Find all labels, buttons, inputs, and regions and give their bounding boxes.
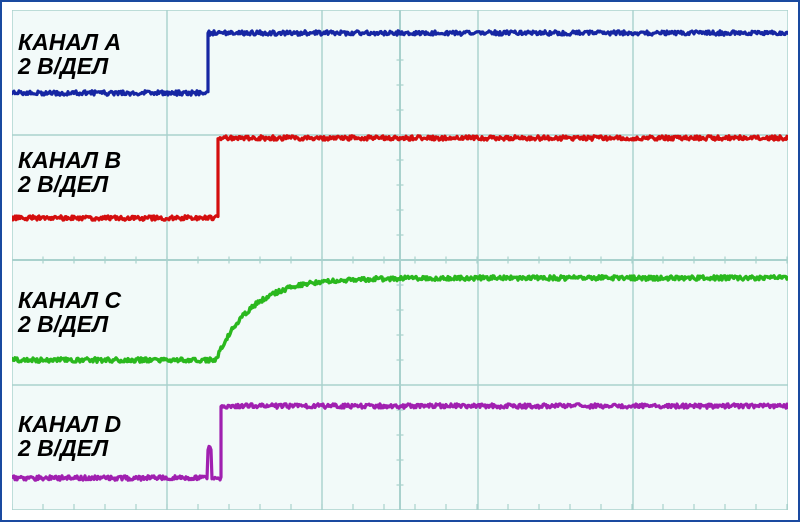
oscilloscope-plot <box>0 0 800 522</box>
oscilloscope-figure: КАНАЛ A 2 В/ДЕЛ КАНАЛ B 2 В/ДЕЛ КАНАЛ C … <box>0 0 800 522</box>
